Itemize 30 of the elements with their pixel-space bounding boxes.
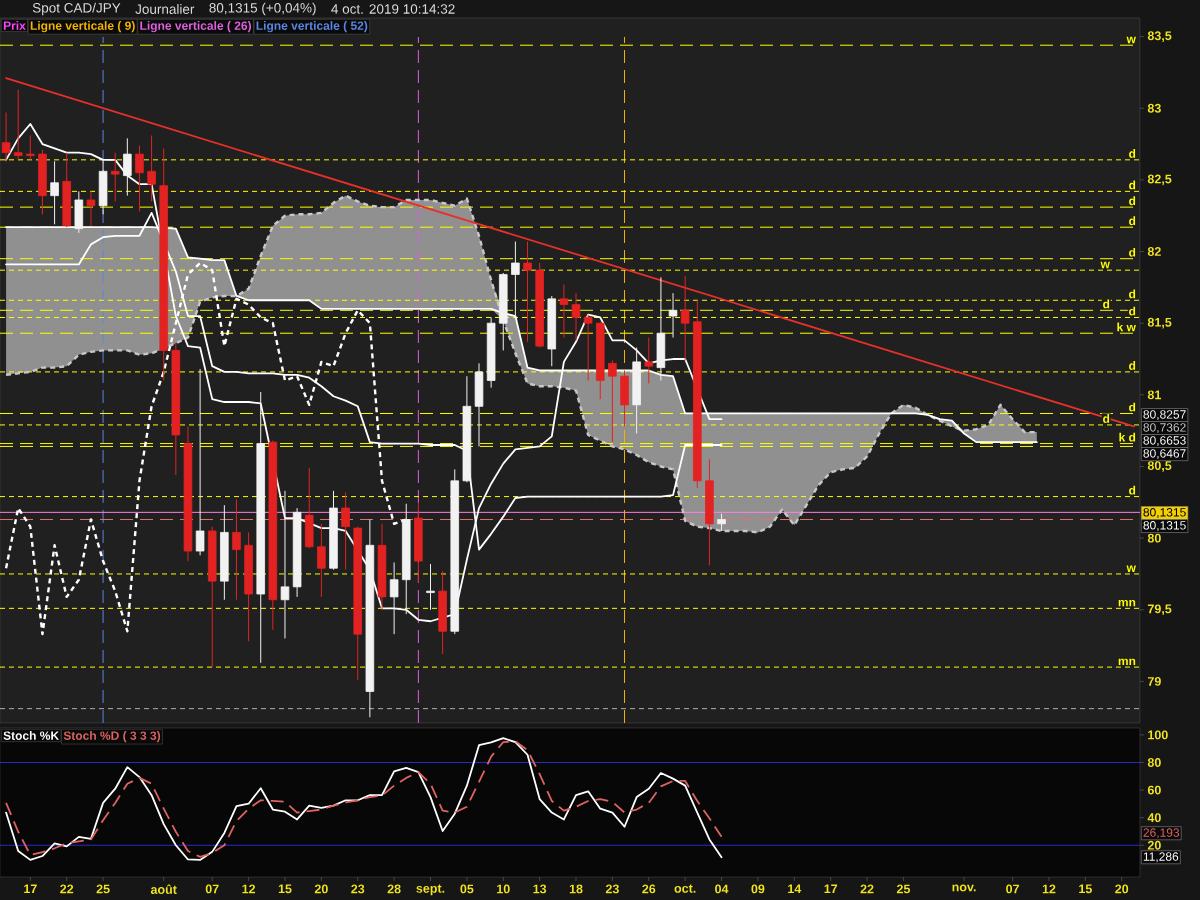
- x-tick-label: 20: [314, 884, 328, 894]
- x-tick-label: 23: [605, 884, 619, 894]
- x-tick-label: 25: [96, 884, 110, 894]
- x-tick-label: 22: [60, 884, 74, 894]
- x-tick-label: 17: [24, 884, 37, 894]
- x-tick-label: 15: [1079, 884, 1092, 894]
- x-tick-label: 14: [788, 884, 802, 894]
- x-tick-label: 09: [751, 884, 765, 894]
- x-tick-label: 18: [569, 884, 583, 894]
- x-tick-label: 25: [896, 884, 911, 894]
- x-tick-label: 13: [533, 884, 547, 894]
- x-tick-label: 04: [715, 884, 729, 894]
- text: 11,286: [1143, 852, 1179, 863]
- x-tick-label: 12: [242, 884, 256, 894]
- x-tick-label: 17: [824, 884, 838, 894]
- x-tick-label: 10: [497, 884, 510, 894]
- x-tick-label: 07: [1006, 884, 1019, 894]
- x-tick-label: 22: [860, 884, 874, 894]
- x-tick-label: 20: [1115, 884, 1129, 894]
- x-tick-label: 28: [387, 884, 401, 894]
- x-tick-label: août: [150, 884, 177, 894]
- x-tick-label: 05: [460, 884, 474, 894]
- x-tick-label: 15: [278, 884, 292, 894]
- x-tick-label: 07: [205, 884, 219, 894]
- x-tick-label: sept.: [416, 884, 445, 896]
- x-tick-label: oct.: [674, 884, 696, 893]
- x-tick-label: 12: [1042, 884, 1056, 894]
- x-tick-label: 23: [351, 884, 365, 894]
- x-tick-label: nov.: [952, 884, 976, 892]
- x-tick-label: 26: [642, 884, 656, 894]
